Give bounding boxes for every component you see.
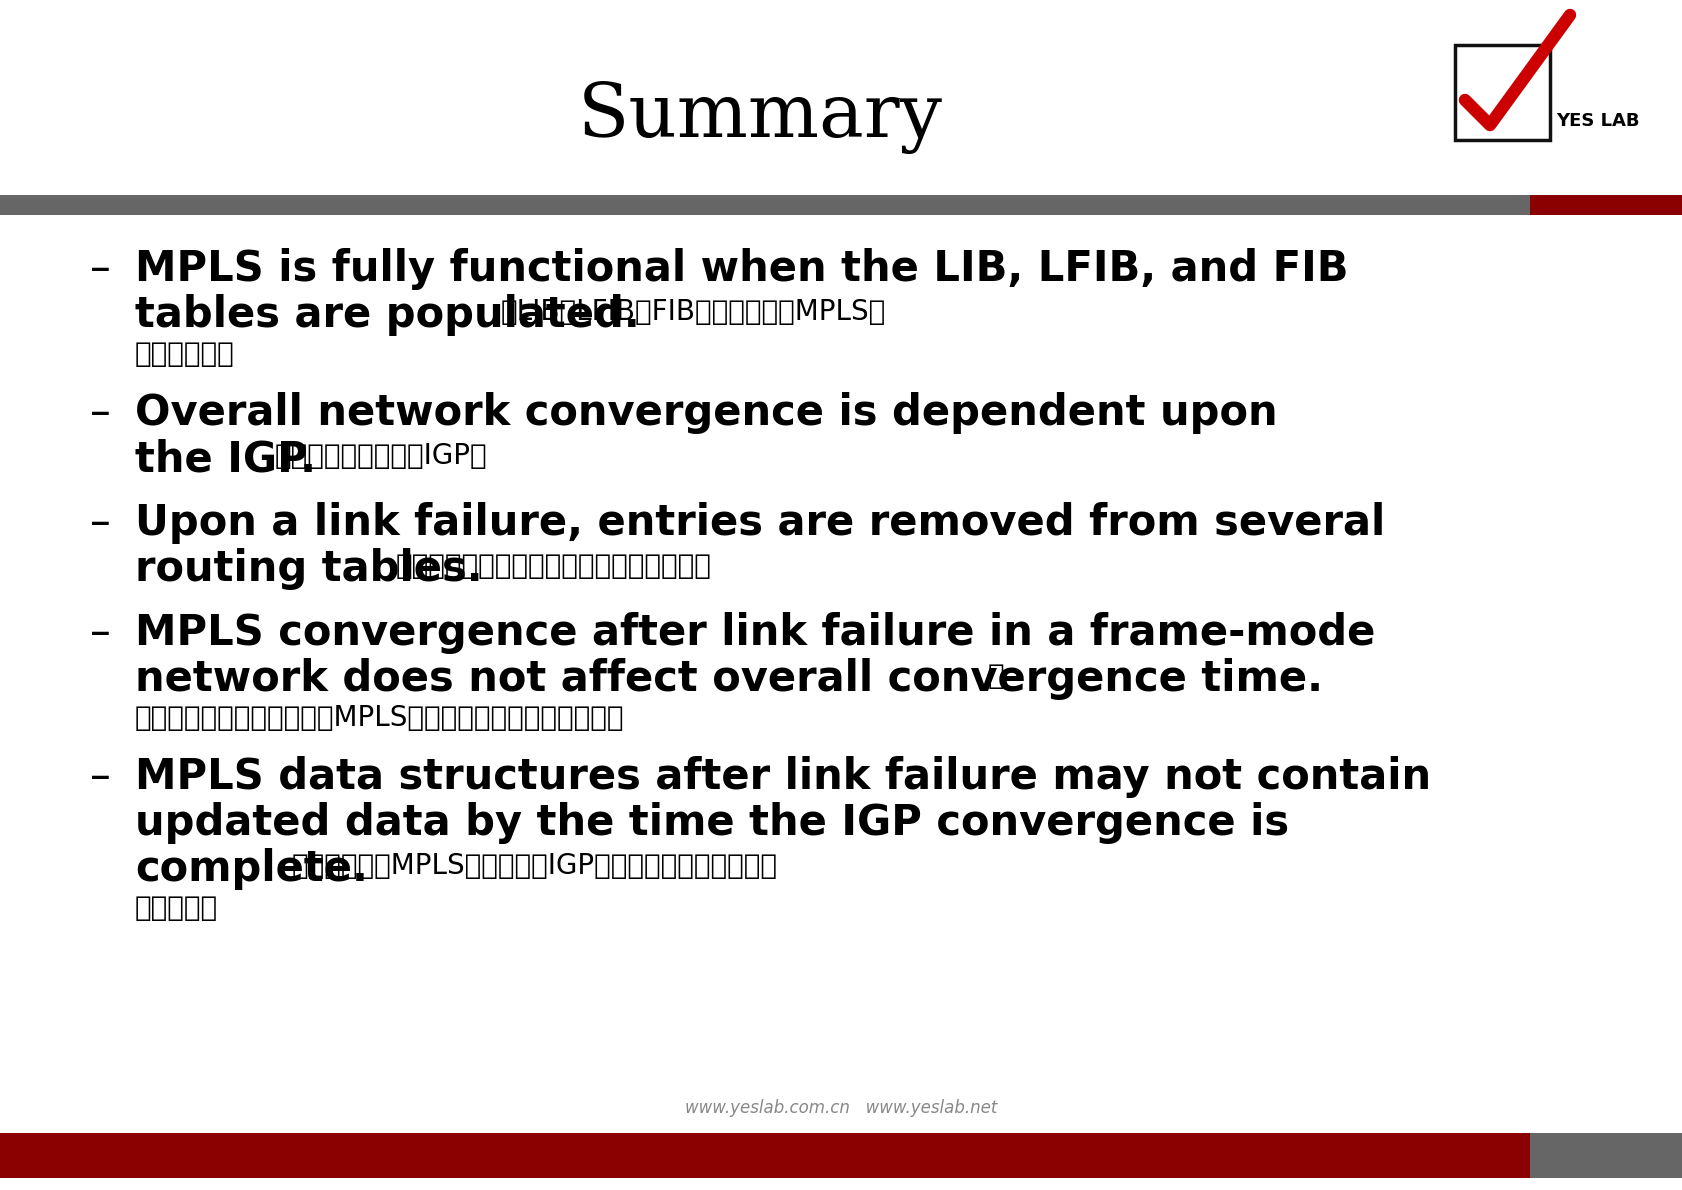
- Text: 整体网络收敛取决于IGP。: 整体网络收敛取决于IGP。: [274, 441, 486, 470]
- Text: 新的数据。: 新的数据。: [135, 894, 219, 922]
- Text: 在: 在: [987, 662, 1004, 690]
- Text: –: –: [89, 248, 111, 290]
- Text: –: –: [89, 756, 111, 798]
- Text: complete.: complete.: [135, 848, 368, 890]
- Text: www.yeslab.com.cn   www.yeslab.net: www.yeslab.com.cn www.yeslab.net: [685, 1100, 997, 1117]
- Text: Upon a link failure, entries are removed from several: Upon a link failure, entries are removed…: [135, 502, 1384, 544]
- Text: 帧模式网络中链路故障后的MPLS收敛不会影响总体收敛时间。: 帧模式网络中链路故障后的MPLS收敛不会影响总体收敛时间。: [135, 704, 624, 732]
- Text: YES LAB: YES LAB: [1556, 112, 1638, 130]
- Text: 链路故障时，会从几个路由表中删除条目。: 链路故障时，会从几个路由表中删除条目。: [395, 552, 711, 580]
- Text: –: –: [89, 502, 111, 544]
- Text: tables are populated.: tables are populated.: [135, 294, 639, 336]
- Text: –: –: [89, 612, 111, 654]
- Text: 链路故障后的MPLS数据结构在IGP收敛完成时可能不包含更: 链路故障后的MPLS数据结构在IGP收敛完成时可能不包含更: [291, 852, 777, 879]
- Bar: [1529, 195, 1682, 215]
- Text: Summary: Summary: [577, 81, 942, 155]
- Text: the IGP.: the IGP.: [135, 438, 316, 480]
- Bar: [0, 1133, 1529, 1178]
- Bar: [1529, 1133, 1682, 1178]
- Text: MPLS is fully functional when the LIB, LFIB, and FIB: MPLS is fully functional when the LIB, L…: [135, 248, 1347, 290]
- Text: routing tables.: routing tables.: [135, 549, 483, 590]
- Bar: [0, 195, 1529, 215]
- Text: 当LIB，LFIB和FIB表格填充时，MPLS功: 当LIB，LFIB和FIB表格填充时，MPLS功: [500, 298, 885, 326]
- Text: 能完全正常。: 能完全正常。: [135, 340, 234, 368]
- Text: Overall network convergence is dependent upon: Overall network convergence is dependent…: [135, 392, 1277, 434]
- Text: updated data by the time the IGP convergence is: updated data by the time the IGP converg…: [135, 802, 1288, 844]
- Text: network does not affect overall convergence time.: network does not affect overall converge…: [135, 658, 1322, 700]
- Text: –: –: [89, 392, 111, 434]
- Bar: [1455, 45, 1549, 140]
- Text: MPLS data structures after link failure may not contain: MPLS data structures after link failure …: [135, 756, 1430, 798]
- Text: MPLS convergence after link failure in a frame-mode: MPLS convergence after link failure in a…: [135, 612, 1374, 654]
